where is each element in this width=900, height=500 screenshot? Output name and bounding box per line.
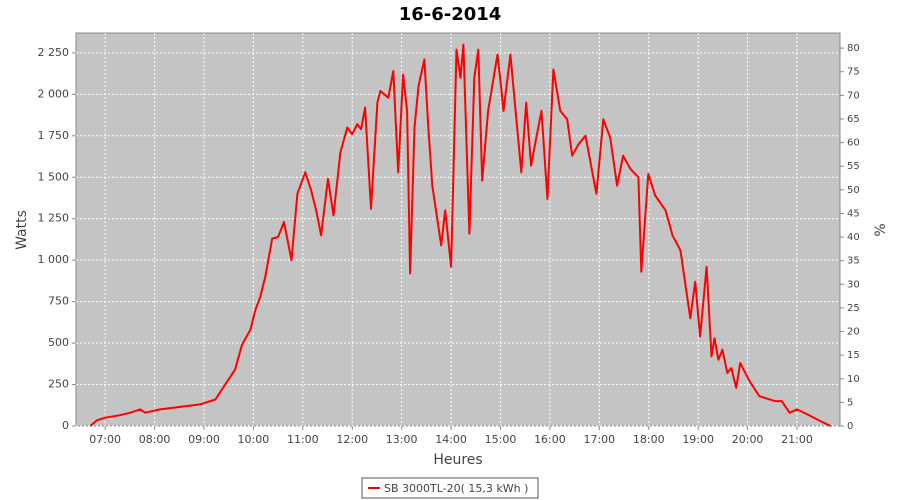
plot-area [75, 32, 841, 427]
x-tick-label: 07:00 [89, 433, 121, 446]
y2-tick-label: 30 [847, 279, 860, 290]
legend-label: SB 3000TL-20( 15,3 kWh ) [384, 482, 528, 495]
x-tick-label: 13:00 [386, 433, 418, 446]
x-tick-label: 08:00 [139, 433, 171, 446]
x-tick-label: 16:00 [534, 433, 566, 446]
x-tick-label: 19:00 [682, 433, 714, 446]
series-line [89, 43, 832, 427]
y2-tick-label: 35 [847, 256, 860, 267]
y2-tick-label: 5 [847, 397, 853, 408]
y2-tick-label: 75 [847, 67, 860, 78]
y2-tick-label: 15 [847, 350, 860, 361]
y-tick-label: 1 750 [38, 129, 70, 142]
legend-box [361, 477, 539, 499]
y-tick-label: 500 [48, 336, 69, 349]
x-tick-label: 18:00 [633, 433, 665, 446]
y2-tick-label: 20 [847, 327, 860, 338]
y2-tick-label: 70 [847, 90, 860, 101]
chart-title: 16-6-2014 [399, 4, 502, 25]
y2-tick-label: 25 [847, 303, 860, 314]
x-tick-label: 14:00 [435, 433, 467, 446]
y-tick-label: 0 [62, 419, 69, 432]
y-tick-label: 250 [48, 378, 69, 391]
y-tick-label: 2 250 [38, 46, 70, 59]
y-tick-label: 750 [48, 295, 69, 308]
x-tick-label: 12:00 [336, 433, 368, 446]
x-tick-label: 10:00 [238, 433, 270, 446]
y2-tick-label: 55 [847, 161, 860, 172]
y2-tick-label: 40 [847, 232, 860, 243]
x-tick-label: 21:00 [781, 433, 813, 446]
y-tick-label: 1 000 [38, 253, 70, 266]
x-tick-label: 20:00 [732, 433, 764, 446]
y-tick-label: 1 500 [38, 170, 70, 183]
y2-axis-title: % [873, 223, 889, 236]
y-tick-label: 2 000 [38, 87, 70, 100]
y2-tick-label: 65 [847, 114, 860, 125]
y2-tick-label: 50 [847, 185, 860, 196]
y2-tick-label: 45 [847, 208, 860, 219]
y-tick-label: 1 250 [38, 212, 70, 225]
y2-tick-label: 80 [847, 43, 860, 54]
x-tick-label: 11:00 [287, 433, 319, 446]
x-tick-label: 09:00 [188, 433, 220, 446]
x-axis-title: Heures [433, 452, 482, 468]
x-tick-label: 17:00 [583, 433, 615, 446]
y2-tick-label: 10 [847, 374, 860, 385]
x-tick-label: 15:00 [485, 433, 517, 446]
legend: SB 3000TL-20( 15,3 kWh ) [361, 477, 539, 499]
y-axis-title: Watts [14, 210, 30, 250]
y2-tick-label: 60 [847, 138, 860, 149]
y2-tick-label: 0 [847, 421, 853, 432]
